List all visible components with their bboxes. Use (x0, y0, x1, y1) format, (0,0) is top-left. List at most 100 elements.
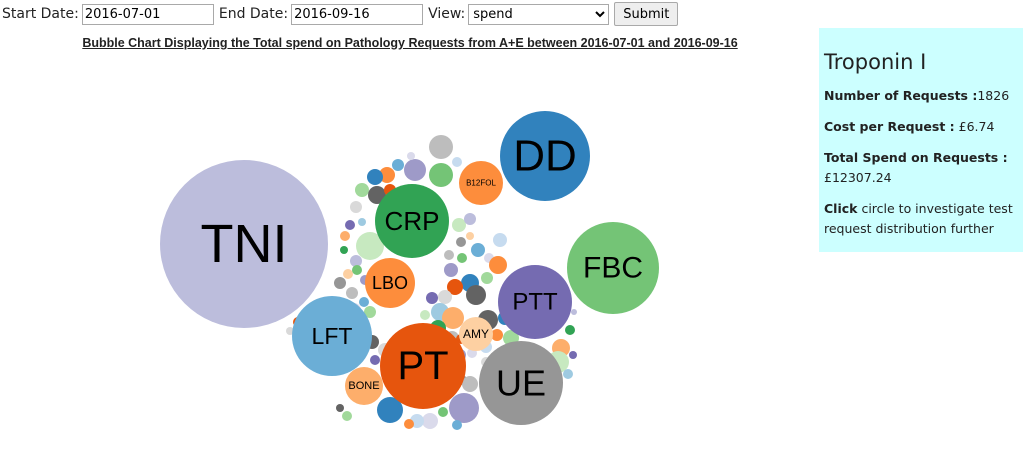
info-requests: Number of Requests :1826 (824, 86, 1018, 106)
small-bubble[interactable] (462, 376, 478, 392)
submit-button[interactable]: Submit (614, 2, 679, 26)
date-filter-form: Start Date: End Date: View: spend Submit (2, 2, 679, 26)
small-bubble[interactable] (340, 246, 348, 254)
bubble-label-ue: UE (496, 363, 546, 404)
info-test-name: Troponin I (824, 50, 927, 74)
small-bubble[interactable] (340, 231, 350, 241)
small-bubble[interactable] (457, 253, 467, 263)
small-bubble[interactable] (359, 297, 369, 307)
info-hint: Click circle to investigate test request… (824, 199, 1018, 239)
bubble-fbc[interactable] (567, 222, 659, 314)
small-bubble[interactable] (422, 413, 438, 429)
info-total: Total Spend on Requests : £12307.24 (824, 148, 1018, 188)
bubble-label-amy: AMY (463, 327, 489, 341)
bubble-label-tni: TNI (201, 214, 288, 274)
small-bubble[interactable] (471, 243, 485, 257)
info-requests-value: 1826 (977, 88, 1010, 103)
small-bubble[interactable] (350, 201, 362, 213)
bubble-label-ptt: PTT (512, 289, 558, 316)
small-bubble[interactable] (407, 152, 415, 160)
small-bubble[interactable] (452, 157, 462, 167)
small-bubble[interactable] (342, 411, 352, 421)
small-bubble[interactable] (456, 237, 466, 247)
small-bubble[interactable] (481, 272, 493, 284)
bubble-label-fbc: FBC (583, 252, 643, 285)
small-bubble[interactable] (426, 292, 438, 304)
small-bubble[interactable] (352, 265, 362, 275)
small-bubble[interactable] (420, 310, 430, 320)
info-requests-label: Number of Requests : (824, 88, 978, 103)
bubble-ue[interactable] (479, 341, 563, 425)
small-bubble[interactable] (466, 285, 486, 305)
small-bubble[interactable] (438, 290, 452, 304)
chart-title: Bubble Chart Displaying the Total spend … (82, 36, 738, 50)
end-date-input[interactable] (291, 3, 424, 25)
small-bubble[interactable] (449, 393, 479, 423)
bubble-pt[interactable] (380, 323, 466, 409)
small-bubble[interactable] (466, 232, 474, 240)
bubble-ptt[interactable] (498, 265, 572, 339)
small-bubble[interactable] (429, 163, 453, 187)
start-date-label: Start Date: (2, 6, 79, 22)
small-bubble[interactable] (452, 420, 462, 430)
info-hint-text: circle to investigate test request distr… (824, 201, 1013, 236)
bubble-bone[interactable] (345, 367, 383, 405)
bubble-b12fol[interactable] (459, 161, 503, 205)
bubble-label-b12fol: B12FOL (466, 179, 496, 188)
small-bubble[interactable] (356, 232, 384, 260)
info-panel: Troponin I Number of Requests :1826 Cost… (819, 28, 1023, 252)
view-select[interactable]: spend (468, 3, 610, 25)
bubble-lft[interactable] (292, 296, 372, 376)
bubble-amy[interactable] (459, 317, 493, 351)
small-bubble[interactable] (429, 135, 453, 159)
small-bubble[interactable] (346, 287, 358, 299)
small-bubble[interactable] (343, 269, 353, 279)
bubble-chart: TNI DD FBC PT UE CRP PTT LFT LBO B12FOL AMY BONE (160, 111, 659, 430)
small-bubble[interactable] (345, 220, 355, 230)
small-bubble[interactable] (404, 159, 426, 181)
small-bubble[interactable] (447, 279, 463, 295)
small-bubble[interactable] (438, 407, 448, 417)
small-bubble[interactable] (493, 233, 507, 247)
view-label: View: (428, 6, 466, 22)
small-bubble[interactable] (444, 263, 458, 277)
bubble-label-crp: CRP (385, 206, 440, 236)
bubble-label-lbo: LBO (372, 273, 408, 293)
small-bubble[interactable] (571, 309, 577, 315)
small-bubble[interactable] (367, 169, 383, 185)
small-bubble[interactable] (452, 218, 466, 232)
small-bubble[interactable] (370, 355, 380, 365)
small-bubble[interactable] (364, 306, 376, 318)
info-cost-label: Cost per Request : (824, 119, 955, 134)
info-total-value: £12307.24 (824, 170, 892, 185)
bubble-dd[interactable] (500, 111, 590, 201)
small-bubble[interactable] (489, 256, 507, 274)
small-bubble[interactable] (379, 167, 395, 183)
bubble-crp[interactable] (375, 184, 449, 258)
small-bubble[interactable] (392, 159, 404, 171)
small-bubble[interactable] (355, 183, 369, 197)
small-bubble[interactable] (358, 218, 366, 226)
start-date-input[interactable] (81, 3, 214, 25)
small-bubble[interactable] (444, 250, 454, 260)
small-bubble[interactable] (350, 255, 362, 267)
info-cost: Cost per Request : £6.74 (824, 117, 1018, 137)
small-bubble[interactable] (368, 186, 386, 204)
bubble-label-pt: PT (397, 344, 448, 388)
small-bubble[interactable] (563, 369, 573, 379)
small-bubble[interactable] (569, 351, 577, 359)
small-bubble[interactable] (442, 307, 464, 329)
small-bubble[interactable] (565, 325, 575, 335)
small-bubble[interactable] (464, 213, 476, 225)
small-bubble[interactable] (336, 404, 344, 412)
small-bubble[interactable] (334, 277, 346, 289)
small-bubble[interactable] (491, 329, 503, 341)
small-bubble[interactable] (404, 419, 414, 429)
bubble-lbo[interactable] (365, 258, 415, 308)
info-total-label: Total Spend on Requests : (824, 150, 1008, 165)
small-bubble[interactable] (286, 327, 294, 335)
small-bubble[interactable] (377, 397, 403, 423)
info-cost-value: £6.74 (954, 119, 995, 134)
bubble-tni[interactable] (160, 160, 328, 328)
bubble-label-bone: BONE (348, 380, 379, 392)
